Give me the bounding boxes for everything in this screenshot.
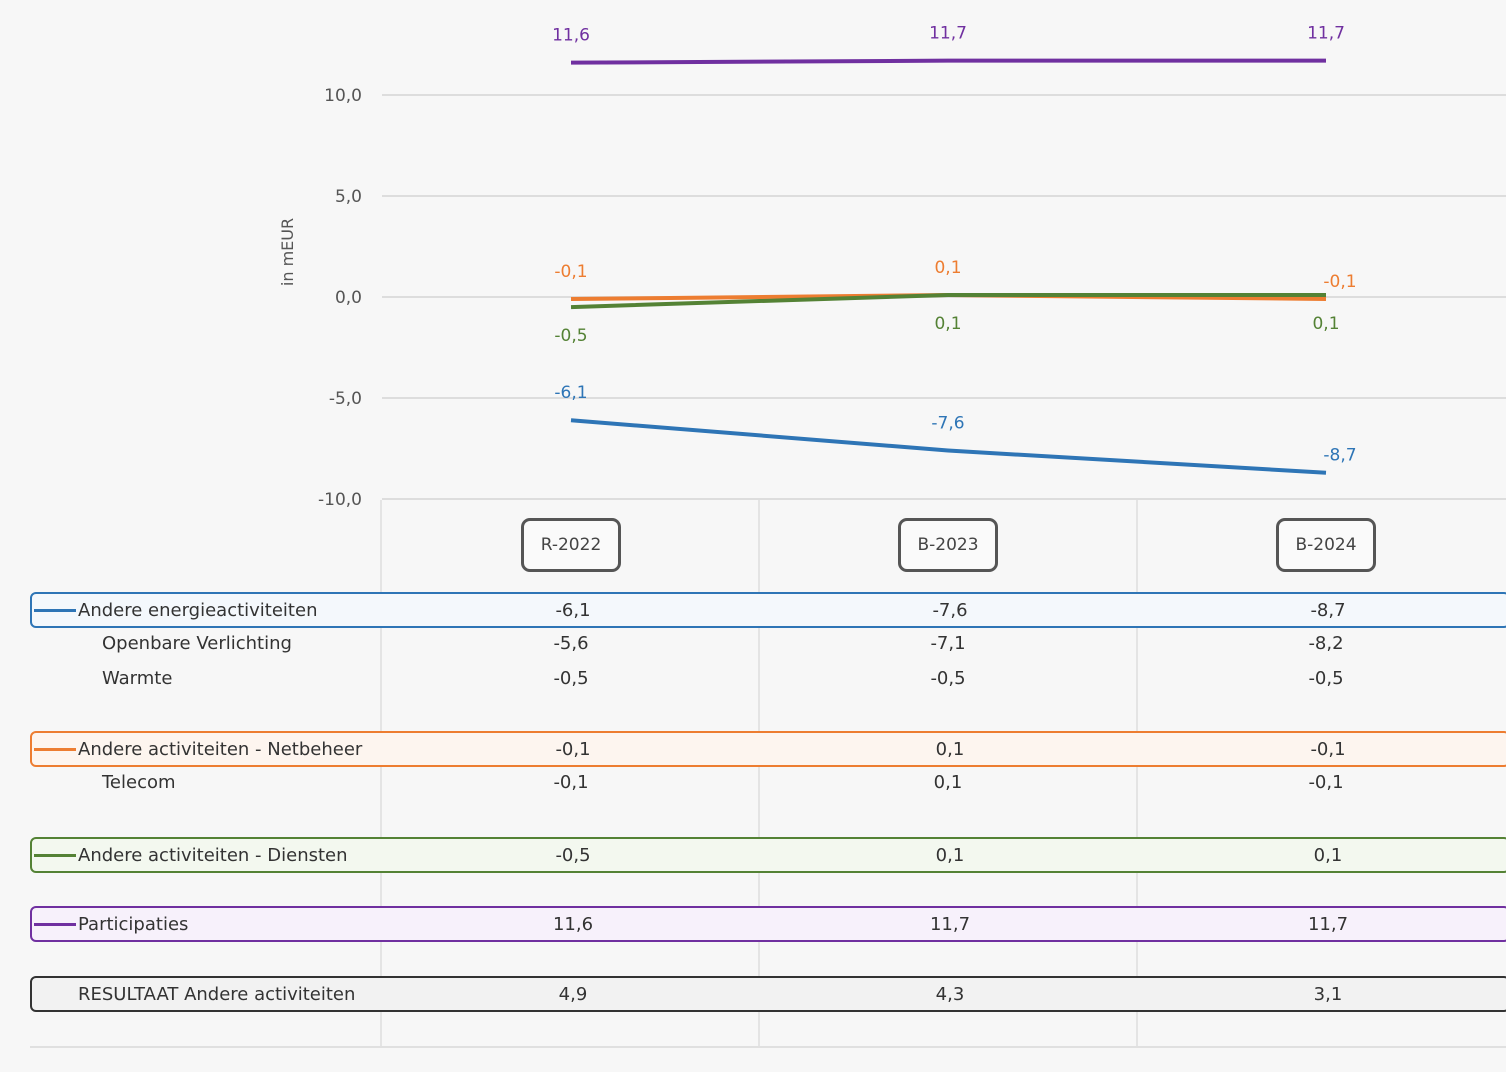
column-divider xyxy=(380,500,382,1048)
table-cell: -5,6 xyxy=(553,633,589,654)
data-label: 0,1 xyxy=(934,314,961,334)
data-label: -0,1 xyxy=(554,262,587,282)
table-cell: -0,5 xyxy=(553,668,589,689)
data-label: 11,7 xyxy=(929,24,967,44)
table-cell: -8,7 xyxy=(1310,600,1346,621)
series-line xyxy=(570,418,1327,475)
table-cell: 4,3 xyxy=(935,984,965,1005)
row-label: RESULTAAT Andere activiteiten xyxy=(78,984,356,1005)
row-label: Andere activiteiten - Diensten xyxy=(78,845,348,866)
data-label: -0,5 xyxy=(554,326,587,346)
data-label: -7,6 xyxy=(931,414,964,434)
data-label: -8,7 xyxy=(1323,446,1356,466)
table-cell: 0,1 xyxy=(935,739,965,760)
row-label: Openbare Verlichting xyxy=(102,633,292,654)
table-cell: -0,1 xyxy=(553,772,589,793)
table-cell: 11,7 xyxy=(929,914,971,935)
row-label: Warmte xyxy=(102,668,173,689)
table-cell: 3,1 xyxy=(1313,984,1343,1005)
column-header-b2024: B-2024 xyxy=(1276,518,1376,572)
table-cell: -7,1 xyxy=(930,633,966,654)
y-tick-label: -5,0 xyxy=(329,389,362,409)
table-cell: 0,1 xyxy=(933,772,963,793)
table-cell: -0,1 xyxy=(1310,739,1346,760)
row-label: Telecom xyxy=(102,772,176,793)
column-divider xyxy=(758,500,760,1048)
data-label: 11,6 xyxy=(552,26,590,46)
table-cell: -6,1 xyxy=(555,600,591,621)
y-tick-label: 0,0 xyxy=(335,288,362,308)
row-label: Andere energieactiviteiten xyxy=(78,600,318,621)
column-header-r2022: R-2022 xyxy=(521,518,621,572)
table-cell: -0,1 xyxy=(1308,772,1344,793)
table-cell: -8,2 xyxy=(1308,633,1344,654)
y-tick-label: -10,0 xyxy=(318,490,362,510)
series-line xyxy=(570,58,1326,65)
legend-swatch xyxy=(34,609,76,612)
table-subrow: Telecom -0,1 0,1 -0,1 xyxy=(30,766,1506,800)
y-axis-label: in mEUR xyxy=(278,218,297,286)
table-cell: -7,6 xyxy=(932,600,968,621)
table-cell: -0,1 xyxy=(555,739,591,760)
total-row: RESULTAAT Andere activiteiten 4,9 4,3 3,1 xyxy=(30,976,1506,1012)
table-subrow: Openbare Verlichting -5,6 -7,1 -8,2 xyxy=(30,627,1506,661)
table-cell: -0,5 xyxy=(1308,668,1344,689)
table-cell: 11,6 xyxy=(552,914,594,935)
y-tick-label: 5,0 xyxy=(335,187,362,207)
table-cell: 0,1 xyxy=(935,845,965,866)
table-subrow: Warmte -0,5 -0,5 -0,5 xyxy=(30,662,1506,696)
table-row: Andere energieactiviteiten -6,1 -7,6 -8,7 xyxy=(30,592,1506,628)
table-cell: 4,9 xyxy=(558,984,588,1005)
table-cell: 0,1 xyxy=(1313,845,1343,866)
table-cell: -0,5 xyxy=(555,845,591,866)
row-label: Andere activiteiten - Netbeheer xyxy=(78,739,363,760)
table-cell: 11,7 xyxy=(1307,914,1349,935)
data-label: 11,7 xyxy=(1307,24,1345,44)
table-row: Andere activiteiten - Netbeheer -0,1 0,1 -0… xyxy=(30,731,1506,767)
column-divider xyxy=(1136,500,1138,1048)
legend-swatch xyxy=(34,854,76,857)
y-tick-label: 10,0 xyxy=(324,86,362,106)
table-cell: -0,5 xyxy=(930,668,966,689)
data-label: 0,1 xyxy=(1312,314,1339,334)
row-label: Participaties xyxy=(78,914,189,935)
table-row: Participaties 11,6 11,7 11,7 xyxy=(30,906,1506,942)
column-header-b2023: B-2023 xyxy=(898,518,998,572)
data-label: -0,1 xyxy=(1323,272,1356,292)
series-line xyxy=(570,292,1326,310)
table-row: Andere activiteiten - Diensten -0,5 0,1 0,1 xyxy=(30,837,1506,873)
data-label: 0,1 xyxy=(934,258,961,278)
table-bottom-line xyxy=(30,1046,1506,1048)
legend-swatch xyxy=(34,923,76,926)
legend-swatch xyxy=(34,748,76,751)
data-label: -6,1 xyxy=(554,383,587,403)
line-chart: 10,0 5,0 0,0 -5,0 -10,0 in mEUR -6,1 -7,6 -8,7 -0… xyxy=(278,24,1506,510)
